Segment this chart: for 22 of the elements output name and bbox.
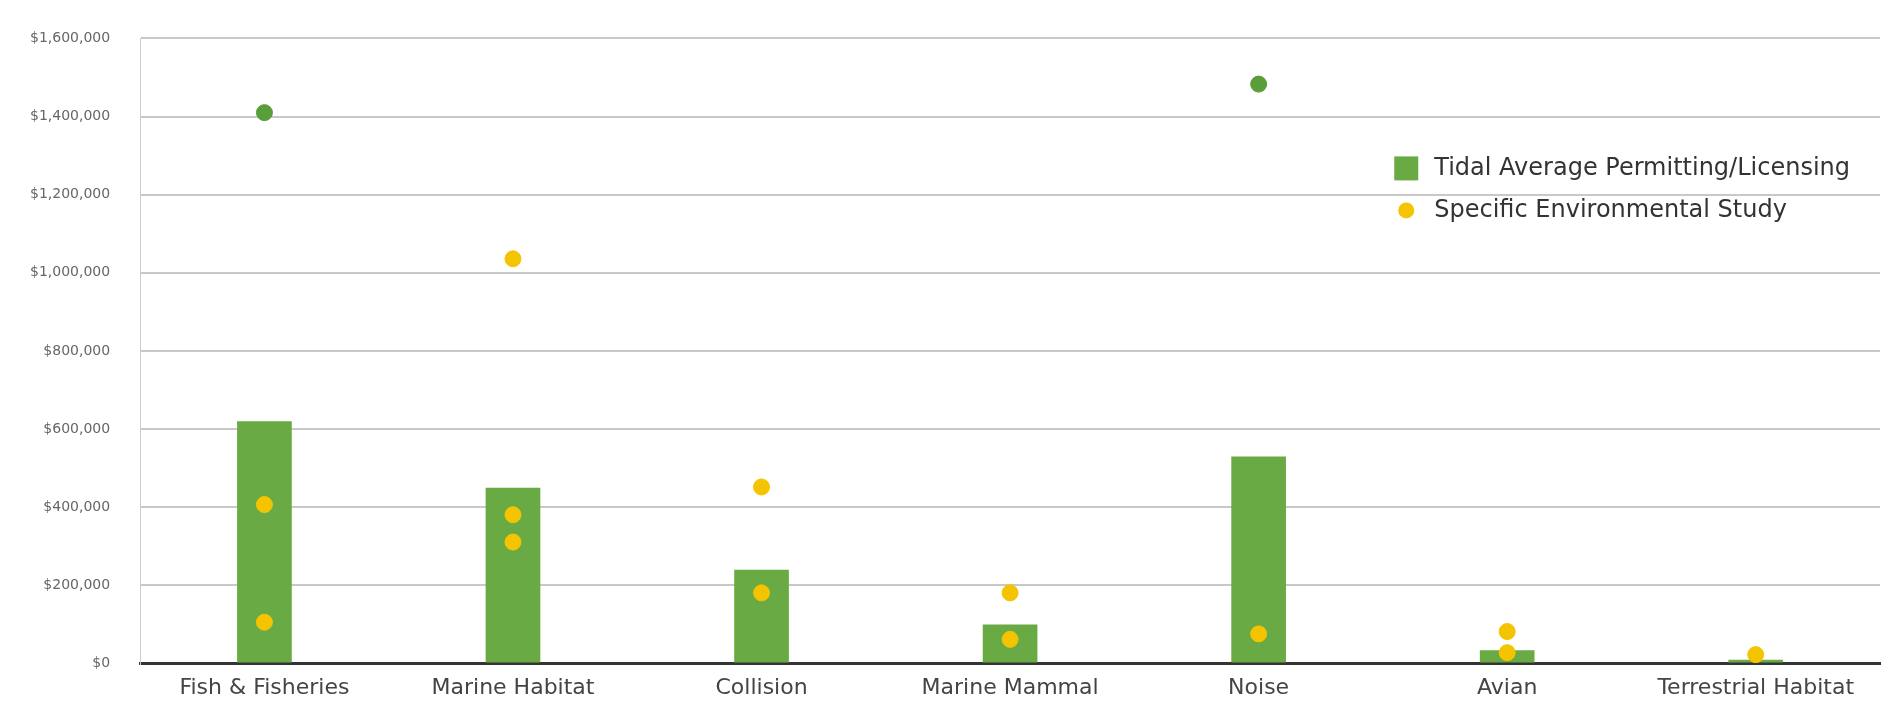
x-tick-label: Noise: [1228, 673, 1290, 699]
x-tick-label: Collision: [715, 673, 808, 699]
legend-label: Specific Environmental Study: [1434, 194, 1787, 223]
y-tick-label: $1,600,000: [29, 29, 111, 46]
bar: [485, 487, 541, 663]
y-tick-label: $1,400,000: [29, 107, 111, 124]
x-tick-label: Terrestrial Habitat: [1656, 673, 1855, 699]
legend-label: Tidal Average Permitting/Licensing: [1433, 152, 1850, 181]
bar: [1231, 456, 1286, 663]
y-tick-label: $1,000,000: [29, 263, 111, 280]
x-tick-label: Fish & Fisheries: [179, 673, 350, 699]
y-tick-label: $800,000: [43, 341, 111, 358]
bar: [734, 569, 789, 663]
bar: [237, 421, 292, 663]
y-tick-label: $200,000: [43, 576, 111, 593]
x-tick-label: Marine Habitat: [431, 673, 595, 699]
x-tick-label: Avian: [1477, 673, 1538, 699]
x-tick-label: Marine Mammal: [921, 673, 1099, 699]
y-tick-label: $400,000: [43, 497, 111, 514]
y-tick-label: $1,200,000: [29, 185, 111, 202]
y-tick-label: $600,000: [43, 419, 111, 436]
y-tick-label: $0: [92, 654, 111, 671]
